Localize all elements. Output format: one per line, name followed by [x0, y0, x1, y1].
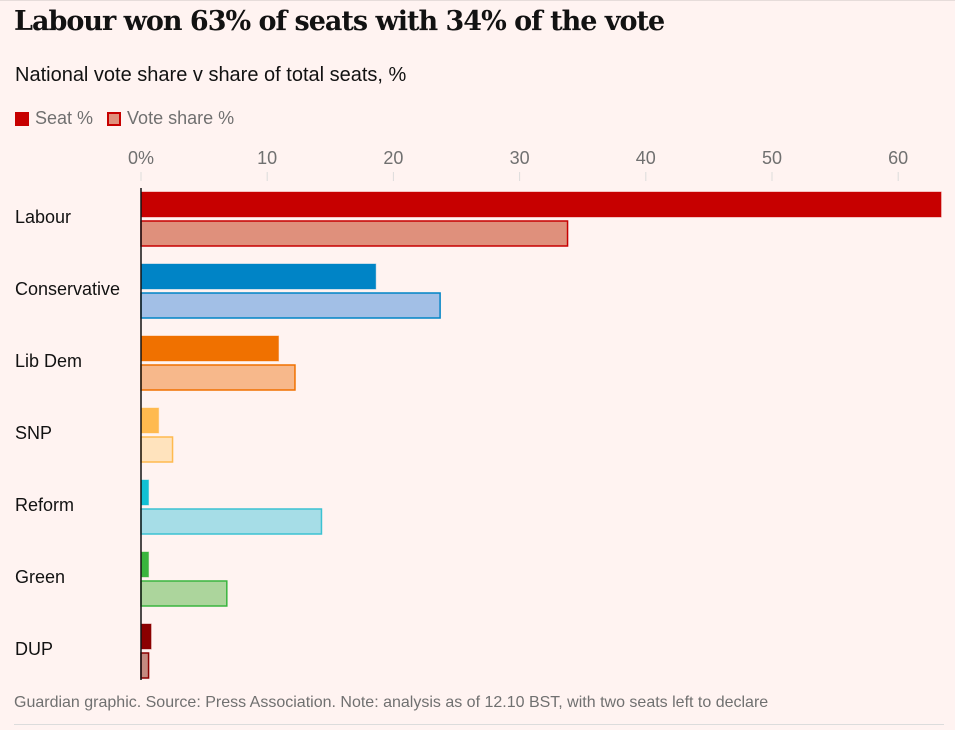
- category-label: Reform: [15, 495, 74, 515]
- bar-seat-dup: [140, 623, 152, 650]
- x-tick-label: 0%: [128, 148, 154, 168]
- source-note: Guardian graphic. Source: Press Associat…: [14, 694, 769, 711]
- legend-item-vote: Vote share %: [107, 108, 234, 129]
- chart-subtitle: National vote share v share of total sea…: [15, 64, 407, 86]
- bar-vote-green: [140, 580, 228, 607]
- bar-vote-dup: [140, 652, 150, 679]
- category-label: SNP: [15, 423, 52, 443]
- legend-label-seat: Seat %: [35, 108, 94, 128]
- x-tick-label: 40: [636, 148, 656, 168]
- category-label: Conservative: [15, 279, 120, 299]
- bar-seat-conservative: [140, 263, 377, 290]
- x-tick-label: 50: [762, 148, 782, 168]
- bar-vote-conservative: [140, 292, 441, 319]
- bar-seat-reform: [140, 479, 150, 506]
- category-label: DUP: [15, 639, 53, 659]
- bar-seat-lib-dem: [140, 335, 280, 362]
- x-tick-label: 30: [510, 148, 530, 168]
- category-label: Labour: [15, 207, 71, 227]
- legend-label-vote: Vote share %: [127, 108, 235, 128]
- x-tick-label: 10: [257, 148, 277, 168]
- bottom-rule: [14, 724, 944, 725]
- category-label: Lib Dem: [15, 351, 82, 371]
- category-label: Green: [15, 567, 65, 587]
- bar-vote-reform: [140, 508, 323, 535]
- bar-vote-labour: [140, 220, 569, 247]
- bar-vote-lib-dem: [140, 364, 296, 391]
- bar-vote-snp: [140, 436, 174, 463]
- bar-seat-green: [140, 551, 150, 578]
- x-tick-label: 60: [888, 148, 908, 168]
- x-tick-label: 20: [383, 148, 403, 168]
- chart-title: Labour won 63% of seats with 34% of the …: [14, 6, 665, 37]
- legend-item-seat: Seat %: [15, 108, 93, 129]
- legend-swatch-vote: [107, 111, 122, 126]
- top-rule: [0, 0, 955, 1]
- bar-seat-snp: [140, 407, 160, 434]
- bar-seat-labour: [140, 191, 942, 218]
- legend-swatch-seat: [15, 111, 29, 126]
- legend: Seat % Vote share %: [15, 108, 248, 129]
